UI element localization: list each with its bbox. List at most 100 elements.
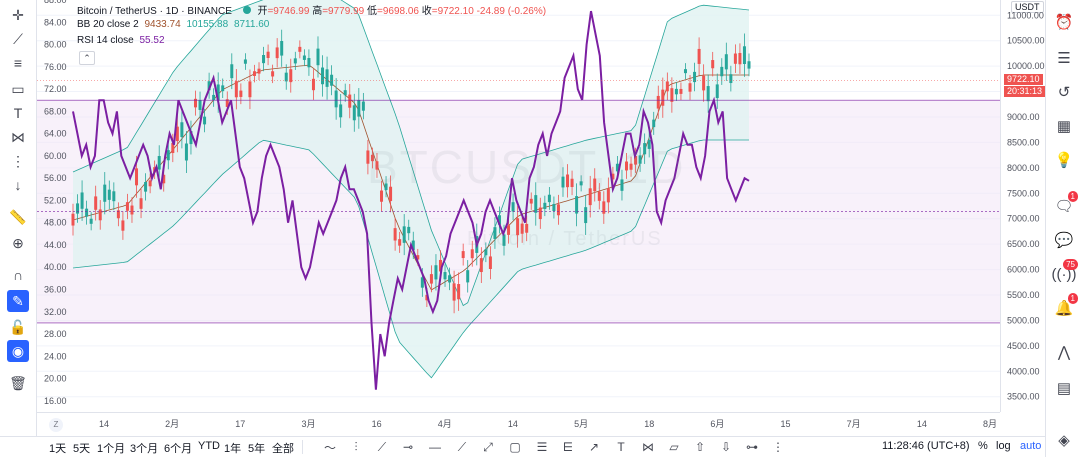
brush-icon[interactable]: 〜 — [323, 440, 336, 455]
candle-body — [175, 126, 179, 142]
crosshair-icon[interactable]: ✛ — [12, 6, 24, 23]
short-position-icon[interactable]: ⇩ — [720, 440, 732, 454]
candle-body — [511, 202, 515, 212]
ruler-icon[interactable]: 📏 — [9, 208, 27, 225]
candle-body — [457, 284, 461, 300]
candle-body — [89, 218, 93, 224]
candle-body — [543, 202, 547, 210]
range-3m[interactable]: 3个月 — [130, 443, 159, 455]
bb-upper-value: 10155.88 — [186, 19, 229, 30]
fib-retracement-icon[interactable]: ☰ — [536, 440, 548, 454]
long-position-icon[interactable]: ⇧ — [694, 440, 706, 454]
rsi-scale-label: 56.00 — [44, 173, 67, 183]
price-scale[interactable]: USDT 11000.0010500.0010000.009500.009000… — [1000, 0, 1045, 412]
horizontal-line-icon[interactable]: ≡ — [13, 55, 23, 71]
auto-scale-toggle[interactable]: auto — [1020, 440, 1042, 452]
calendar-icon[interactable]: ▦ — [1056, 118, 1072, 135]
candle-body — [216, 84, 220, 101]
chart-pane[interactable]: 88.00 84.00 80.00 76.00 72.00 68.00 64.00 60.00… — [37, 0, 1000, 412]
candle-body — [393, 228, 397, 241]
chart-canvas[interactable]: 88.00 84.00 80.00 76.00 72.00 68.00 64.00 60.00… — [37, 0, 1000, 412]
extended-line-icon[interactable]: ⟋ — [457, 439, 467, 454]
rectangle-icon[interactable]: ▭ — [11, 80, 25, 97]
lightbulb-icon[interactable]: 💡 — [1054, 152, 1074, 169]
range-6m[interactable]: 6个月 — [164, 443, 193, 455]
history-icon[interactable]: ↺ — [1057, 84, 1071, 101]
symbol-title[interactable]: Bitcoin / TetherUS · 1D · BINANCE — [77, 6, 232, 17]
candle-body — [747, 61, 751, 69]
rsi-legend[interactable]: RSI 14 close 55.52 — [77, 35, 165, 46]
text-icon[interactable]: T — [617, 440, 625, 454]
candle-body — [525, 223, 529, 233]
arrow-tool-icon[interactable]: ↗ — [588, 440, 600, 454]
candle-body — [479, 258, 483, 273]
trend-line-icon[interactable]: ⟋ — [13, 30, 23, 47]
bollinger-basis — [72, 64, 749, 291]
callout-icon[interactable]: ▱ — [669, 440, 679, 454]
chart-scale-icon[interactable]: ⋀ — [1057, 344, 1071, 361]
notification-icon[interactable]: 🔔 1 — [1052, 293, 1078, 320]
range-all[interactable]: 全部 — [272, 443, 294, 455]
price-scale-label: 5500.00 — [1007, 290, 1040, 300]
range-5d[interactable]: 5天 — [73, 443, 91, 455]
price-scale-label: 5000.00 — [1007, 315, 1040, 325]
rsi-scale-label: 52.00 — [44, 195, 67, 205]
candle-body — [248, 81, 252, 98]
time-axis[interactable]: 14 2月 17 3月 16 4月 14 5月 18 6月 15 7月 14 8月 Z — [37, 412, 1000, 437]
chat-icon[interactable]: 💬 — [1054, 232, 1074, 249]
rectangle-tool-icon[interactable]: ▢ — [509, 440, 521, 454]
zoom-in-icon[interactable]: ⊕ — [12, 234, 24, 251]
vertical-line-icon[interactable]: ⫶ — [354, 439, 358, 454]
candle-body — [715, 84, 719, 99]
horizontal-line-tool-icon[interactable]: — — [429, 440, 441, 454]
range-1d[interactable]: 1天 — [49, 443, 67, 455]
text-tool-icon[interactable]: T — [13, 105, 23, 121]
candle-body — [602, 201, 606, 214]
price-range-icon[interactable]: ⊶ — [746, 440, 758, 454]
timezone-icon[interactable]: Z — [49, 418, 63, 432]
log-scale-toggle[interactable]: log — [996, 440, 1011, 452]
candle-body — [484, 249, 488, 256]
prediction-icon[interactable]: ⋮ — [11, 152, 25, 169]
range-5y[interactable]: 5年 — [248, 443, 266, 455]
clock-display[interactable]: 11:28:46 (UTC+8) — [882, 440, 970, 452]
currency-label[interactable]: USDT — [1011, 1, 1044, 13]
date-range-icon[interactable]: ⋮ — [772, 440, 784, 454]
bb-legend[interactable]: BB 20 close 2 9433.74 10155.88 8711.60 — [77, 19, 269, 30]
bb-label: BB 20 close 2 — [77, 19, 139, 30]
dom-icon[interactable]: ▤ — [1056, 380, 1072, 397]
lock-drawing-icon[interactable]: ✎ — [7, 290, 29, 312]
hide-drawings-icon[interactable]: ◉ — [7, 340, 29, 362]
pattern-icon[interactable]: ⋈ — [11, 128, 25, 145]
range-1y[interactable]: 1年 — [224, 443, 242, 455]
candle-body — [529, 198, 533, 204]
streams-icon[interactable]: ((·)) 75 — [1051, 259, 1078, 283]
percent-scale-toggle[interactable]: % — [978, 440, 988, 452]
magnet-icon[interactable]: ∩ — [12, 267, 24, 283]
info-line-icon[interactable]: ⤢ — [483, 439, 493, 454]
candle-body — [502, 234, 506, 246]
fib-fan-icon[interactable]: ⋿ — [562, 440, 574, 454]
layers-icon[interactable]: ◈ — [1058, 432, 1070, 449]
watchlist-icon[interactable]: ☰ — [1057, 50, 1071, 67]
alarm-clock-icon[interactable]: ⏰ — [1054, 14, 1074, 31]
trash-icon[interactable]: 🗑 — [9, 374, 27, 391]
time-axis-label: 17 — [235, 419, 245, 429]
ideas-chat-icon[interactable]: 🗨 1 — [1052, 191, 1078, 218]
range-1m[interactable]: 1个月 — [97, 443, 126, 455]
candle-body — [538, 207, 542, 220]
arrow-down-icon[interactable]: ↓ — [14, 177, 22, 193]
candle-body — [221, 85, 225, 92]
candle-body — [434, 265, 438, 280]
unlock-icon[interactable]: 🔓 — [9, 318, 27, 335]
ohlc-close: =9722.10 — [431, 6, 474, 17]
time-axis-label: 15 — [781, 419, 791, 429]
collapse-legend-button[interactable]: ⌃ — [79, 51, 95, 65]
bb-lower-value: 8711.60 — [233, 19, 270, 30]
ray-icon[interactable]: ⟋ — [377, 439, 387, 454]
xabcd-pattern-icon[interactable]: ⋈ — [642, 440, 654, 454]
candle-body — [742, 46, 746, 64]
horizontal-ray-icon[interactable]: ⊸ — [402, 440, 414, 454]
candle-body — [729, 74, 733, 84]
range-ytd[interactable]: YTD — [198, 440, 220, 452]
